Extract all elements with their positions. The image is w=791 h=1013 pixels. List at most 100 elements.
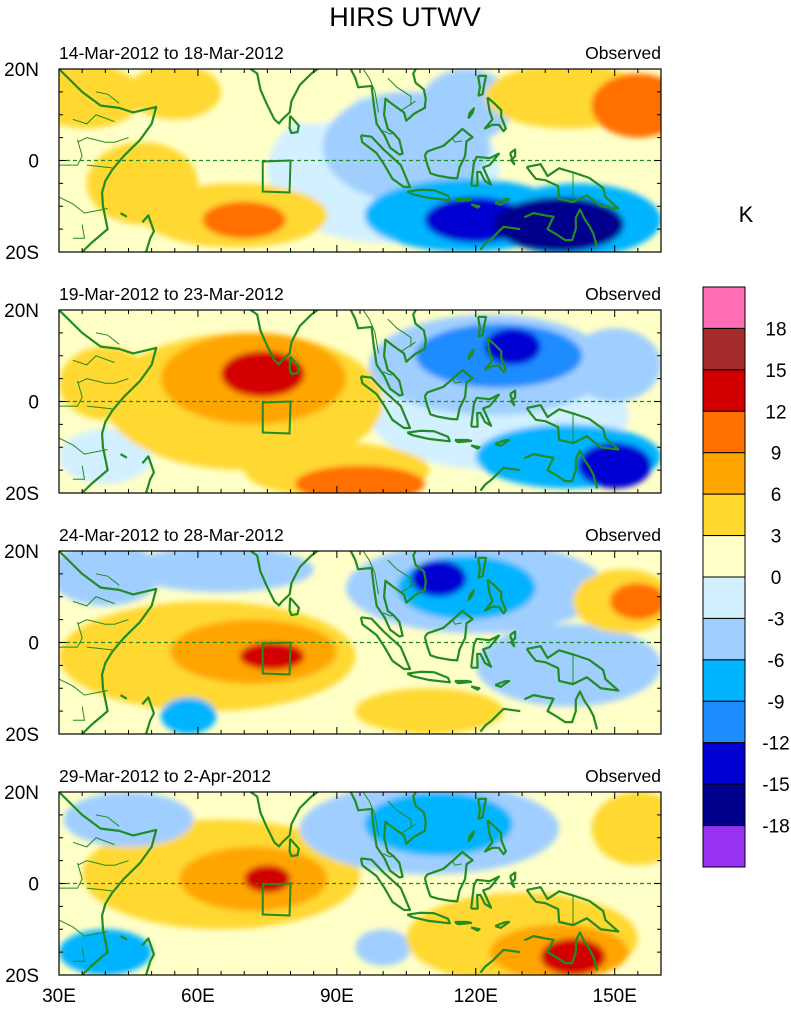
anomaly-contour [610,583,661,620]
colorbar-swatch [702,535,746,578]
coastline [523,931,599,971]
country-border [401,100,416,111]
anomaly-field [59,551,661,734]
panel-period-label: 19-Mar-2012 to 23-Mar-2012 [59,284,284,304]
region-box [261,159,292,194]
country-border [95,814,120,827]
country-border [401,823,416,834]
anomaly-contour [128,551,314,593]
colorbar-label: 15 [765,361,786,382]
coastline [476,556,488,579]
coastline [483,819,507,856]
coastline [423,368,474,421]
lat-tick-label: 0 [28,152,39,173]
anomaly-contour [475,624,661,707]
country-border [401,341,416,352]
coastline [509,389,517,407]
panel-period-label: 24-Mar-2012 to 28-Mar-2012 [59,525,284,545]
panel-observed-label: Observed [585,43,661,63]
country-border [72,596,115,607]
coastline [454,438,473,444]
country-border [77,378,129,384]
coastline [523,449,599,489]
colorbar-label: 3 [771,527,782,548]
lon-tick-label: 90E [320,986,354,1007]
lon-tick-label: 60E [181,986,215,1007]
country-border [86,164,113,169]
coastline [467,348,476,361]
coastline [406,911,451,925]
anomaly-contour [59,929,152,975]
country-border [382,612,395,617]
coastline [59,792,158,975]
country-border [452,137,462,143]
colorbar: 18 15 12 9 6 3 0 -3 -6 -9 -12 -15 -18 [702,286,790,868]
anomaly-contour [295,465,425,493]
colorbar-swatch [702,327,746,371]
coastline [288,837,300,858]
colorbar-swatch [702,825,746,868]
coastline [349,310,427,397]
country-border [59,139,83,166]
coastline [406,188,451,202]
coastline [476,74,488,97]
country-border [387,77,412,106]
anomaly-field [59,792,661,975]
coastline [479,466,521,492]
coastline [248,792,320,848]
coastline [359,857,412,912]
coastline [288,596,300,617]
panel-observed-label: Observed [585,525,661,545]
country-border [387,800,412,829]
colorbar-label: -3 [768,609,785,630]
coastline [525,404,620,451]
colorbar-swatch [702,700,746,744]
anomaly-contour [221,351,305,397]
anomaly-contour [63,792,194,847]
colorbar-label: 0 [771,568,782,589]
lat-tick-label: 0 [28,634,39,655]
coastline [509,871,517,889]
region-box [261,400,292,435]
coastline [467,589,476,602]
country-border [362,310,380,354]
map-panel-4: 29-Mar-2012 to 2-Apr-2012 Observed 20N 0 20S… [4,766,662,1007]
colorbar-label: -12 [762,734,789,755]
country-border [382,130,395,135]
lat-tick-label: 20N [4,60,39,81]
coastline [525,886,620,933]
country-border [72,224,86,239]
colorbar-label: -9 [768,692,785,713]
country-border [95,91,120,104]
coastline [467,107,476,120]
country-border [387,318,412,347]
coastline [509,630,517,648]
coastline [59,310,158,493]
colorbar-swatch [702,617,746,661]
coastline [359,134,412,189]
coastline [470,926,481,932]
coastline [454,920,473,926]
coastline [509,148,517,166]
lat-tick-label: 20N [4,301,39,322]
anomaly-contour [355,929,411,966]
country-border [59,862,83,889]
coastline [494,197,511,206]
lat-tick-label: 20N [4,783,39,804]
coastline [454,197,473,203]
map-panel-1: 14-Mar-2012 to 18-Mar-2012 Observed 20N 0 20… [4,43,662,264]
coastline [479,225,521,251]
country-border [59,677,108,696]
coastline [470,444,481,450]
colorbar-label: -15 [762,775,789,796]
country-border [86,646,113,651]
lat-tick-label: 0 [28,875,39,896]
coastline [349,551,427,638]
coastline [59,69,158,252]
country-border [72,465,86,480]
country-border [362,551,380,595]
coastline [523,690,599,730]
colorbar-swatch [702,369,746,412]
lat-tick-label: 20S [5,243,39,264]
coastline [120,453,128,459]
